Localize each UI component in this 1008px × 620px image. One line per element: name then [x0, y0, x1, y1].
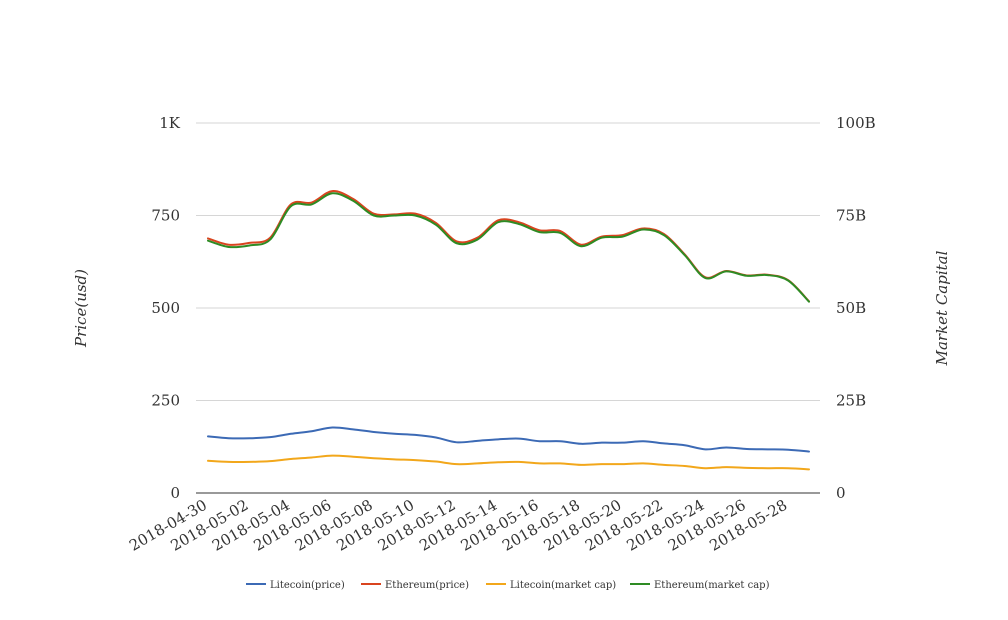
series-line-litecoin-price	[207, 426, 810, 453]
y-right-tick-label: 100B	[836, 114, 876, 132]
y-left-tick-label: 250	[151, 392, 180, 410]
legend-label: Litecoin(market cap)	[510, 580, 616, 591]
y-left-tick-label: 1K	[159, 114, 181, 132]
y-right-tick-label: 25B	[836, 392, 866, 410]
legend-label: Ethereum(price)	[385, 580, 469, 591]
series-line-ethereum-market-cap	[207, 192, 810, 303]
axes: 02505007501K025B50B75B100B2018-04-302018…	[126, 114, 876, 555]
y-left-tick-label: 0	[170, 484, 180, 502]
y-axis-left-title: Price(usd)	[72, 269, 90, 348]
y-axis-right-title: Market Capital	[933, 250, 951, 366]
y-right-tick-label: 50B	[836, 299, 866, 317]
series-line-litecoin-market-cap	[207, 454, 810, 471]
series-lines	[207, 190, 810, 471]
legend-label: Ethereum(market cap)	[654, 580, 770, 591]
gridlines	[196, 122, 820, 401]
legend: Litecoin(price) Ethereum(price) Litecoin(m…	[246, 580, 770, 591]
series-line-ethereum-price	[207, 190, 810, 303]
y-left-tick-label: 750	[151, 207, 180, 225]
legend-label: Litecoin(price)	[270, 580, 345, 591]
y-right-tick-label: 0	[836, 484, 846, 502]
y-left-tick-label: 500	[151, 299, 180, 317]
y-right-tick-label: 75B	[836, 207, 866, 225]
